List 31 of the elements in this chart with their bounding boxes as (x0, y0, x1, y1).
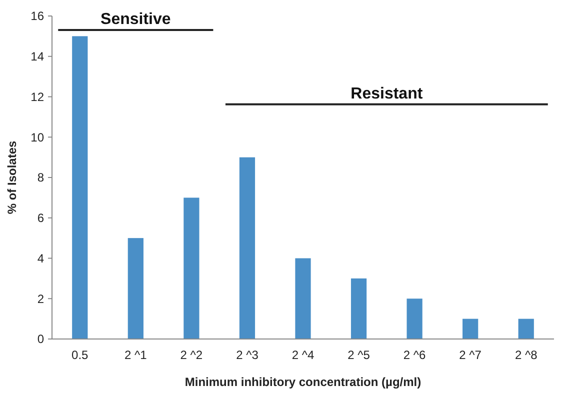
x-tick-label: 2 ^6 (403, 348, 426, 362)
bar (462, 318, 478, 339)
bar (518, 318, 534, 339)
bar (350, 278, 367, 339)
y-tick-label: 0 (37, 332, 44, 346)
x-tick-label: 2 ^1 (124, 348, 148, 362)
bar (239, 157, 256, 339)
bar (406, 298, 422, 339)
y-axis-title: % of Isolates (5, 140, 19, 214)
y-tick-label: 8 (37, 170, 44, 185)
bar (128, 238, 144, 339)
y-tick-label: 2 (37, 292, 44, 306)
y-tick-label: 4 (37, 251, 44, 266)
x-tick-label: 2 ^4 (292, 348, 314, 362)
annotation: Sensitive (100, 11, 171, 28)
y-tick-label: 6 (37, 211, 44, 226)
x-tick-label: 2 ^3 (236, 348, 259, 362)
bar (72, 36, 88, 339)
annotation: Resistant (350, 85, 424, 102)
x-tick-label: 2 ^2 (180, 348, 203, 362)
x-tick-label: 2 ^7 (459, 348, 482, 362)
x-tick-label: 0.5 (72, 348, 89, 362)
x-axis-title: Minimum inhibitory concentration (µg/ml) (184, 375, 422, 389)
x-tick-label: 2 ^5 (348, 348, 370, 362)
bar (184, 198, 200, 339)
bar (295, 258, 311, 339)
y-tick-label: 16 (30, 9, 44, 24)
y-tick-label: 10 (30, 130, 44, 144)
x-tick-label: 2 ^8 (514, 348, 538, 362)
y-tick-label: 12 (30, 90, 44, 104)
y-tick-label: 14 (30, 50, 44, 64)
